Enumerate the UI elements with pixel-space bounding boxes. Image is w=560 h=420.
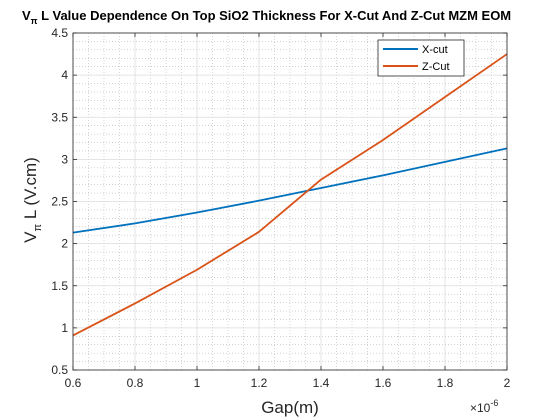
legend-label-x-cut: X-cut xyxy=(422,44,448,56)
x-tick-label: 0.8 xyxy=(127,376,144,390)
y-tick-label: 1.5 xyxy=(51,279,68,293)
x-tick-label: 1.2 xyxy=(251,376,268,390)
y-tick-label: 1 xyxy=(61,321,68,335)
y-tick-label: 2.5 xyxy=(51,195,68,209)
x-tick-label: 1.8 xyxy=(437,376,454,390)
series-line-z-cut xyxy=(72,53,508,337)
x-axis-multiplier: ×10-6 xyxy=(470,398,498,415)
x-tick-label: 1.4 xyxy=(313,376,330,390)
series-layer xyxy=(72,53,508,337)
x-tick-label: 1.6 xyxy=(375,376,392,390)
y-axis-label: Vπ L (V.cm) xyxy=(21,157,44,243)
x-tick-label: 0.6 xyxy=(65,376,82,390)
y-tick-label: 0.5 xyxy=(51,363,68,377)
y-tick-label: 4 xyxy=(61,68,68,82)
legend-label-z-cut: Z-Cut xyxy=(422,61,450,73)
axes xyxy=(72,32,508,371)
legend-box xyxy=(377,39,465,77)
series-line-x-cut xyxy=(72,147,508,234)
y-tick-label: 2 xyxy=(61,237,68,251)
x-tick-label: 1 xyxy=(194,376,201,390)
chart-title: Vπ L Value Dependence On Top SiO2 Thickn… xyxy=(22,8,511,26)
tick-labels: 0.6 0.8 1 1.2 1.4 1.6 1.8 2 0.5 1 1.5 2 2.5 3 3.5 4 4.5 xyxy=(51,26,510,390)
y-tick-label: 3 xyxy=(61,152,68,166)
y-tick-label: 4.5 xyxy=(51,26,68,40)
x-axis-label: Gap(m) xyxy=(261,398,319,417)
legend: X-cut Z-Cut xyxy=(377,39,465,77)
x-tick-label: 2 xyxy=(504,376,511,390)
y-tick-label: 3.5 xyxy=(51,110,68,124)
